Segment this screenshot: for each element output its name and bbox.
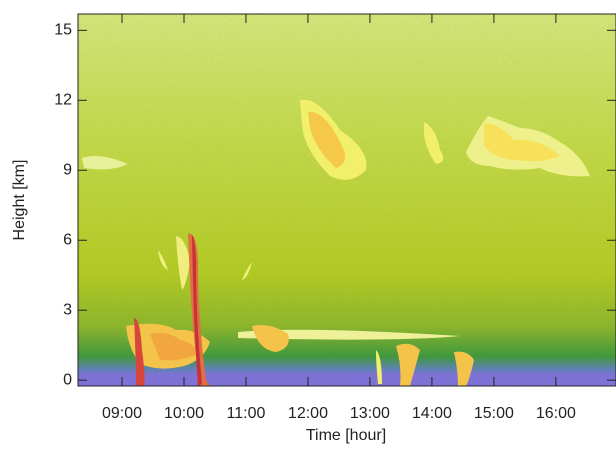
x-tick-label: 09:00 (102, 405, 142, 422)
y-tick-label: 15 (54, 22, 72, 39)
x-tick-label: 15:00 (474, 405, 514, 422)
y-tick-label: 6 (63, 231, 72, 248)
x-tick-label: 14:00 (412, 405, 452, 422)
y-tick-label: 0 (63, 371, 72, 388)
x-tick-label: 10:00 (164, 405, 204, 422)
y-tick-label: 12 (54, 92, 72, 109)
x-tick-label: 12:00 (288, 405, 328, 422)
x-tick-label: 16:00 (536, 405, 576, 422)
y-axis-label: Height [km] (11, 160, 28, 241)
x-tick-label: 11:00 (227, 405, 266, 422)
axes: 09:00 10:00 11:00 12:00 13:00 14:00 15:00 16:00… (54, 14, 616, 422)
backscatter-field (78, 14, 616, 386)
plot-frame (77, 13, 616, 387)
x-axis-label: Time [hour] (306, 427, 386, 444)
y-tick-label: 3 (63, 301, 72, 318)
x-tick-label: 13:00 (350, 405, 390, 422)
y-tick-label: 9 (63, 161, 72, 178)
